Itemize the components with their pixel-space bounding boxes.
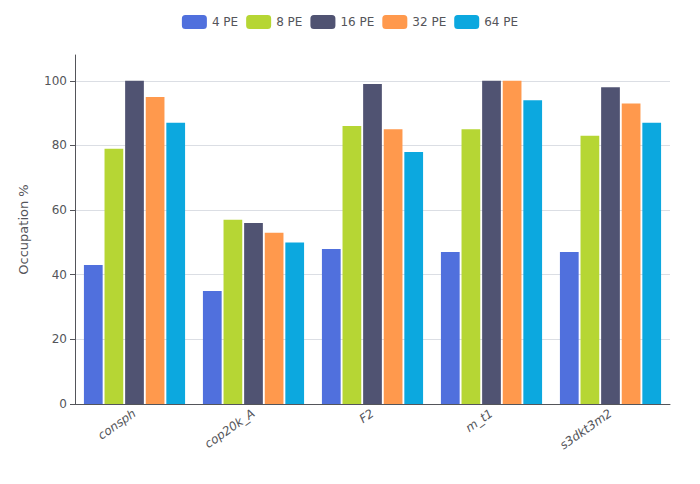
svg-text:F2: F2 <box>357 406 377 426</box>
svg-text:consph: consph <box>95 406 138 442</box>
svg-text:40: 40 <box>52 268 67 282</box>
svg-text:16 PE: 16 PE <box>340 15 374 29</box>
svg-text:64 PE: 64 PE <box>484 15 518 29</box>
svg-text:80: 80 <box>52 138 67 152</box>
svg-text:4 PE: 4 PE <box>212 15 238 29</box>
svg-text:m_t1: m_t1 <box>463 406 496 435</box>
svg-text:Occupation %: Occupation % <box>16 184 31 274</box>
svg-text:8 PE: 8 PE <box>276 15 302 29</box>
svg-text:32 PE: 32 PE <box>412 15 446 29</box>
svg-text:100: 100 <box>44 74 67 88</box>
svg-text:0: 0 <box>59 397 67 411</box>
svg-text:cop20k_A: cop20k_A <box>202 406 258 451</box>
svg-text:60: 60 <box>52 203 67 217</box>
svg-text:s3dkt3m2: s3dkt3m2 <box>557 406 614 452</box>
svg-text:20: 20 <box>52 332 67 346</box>
